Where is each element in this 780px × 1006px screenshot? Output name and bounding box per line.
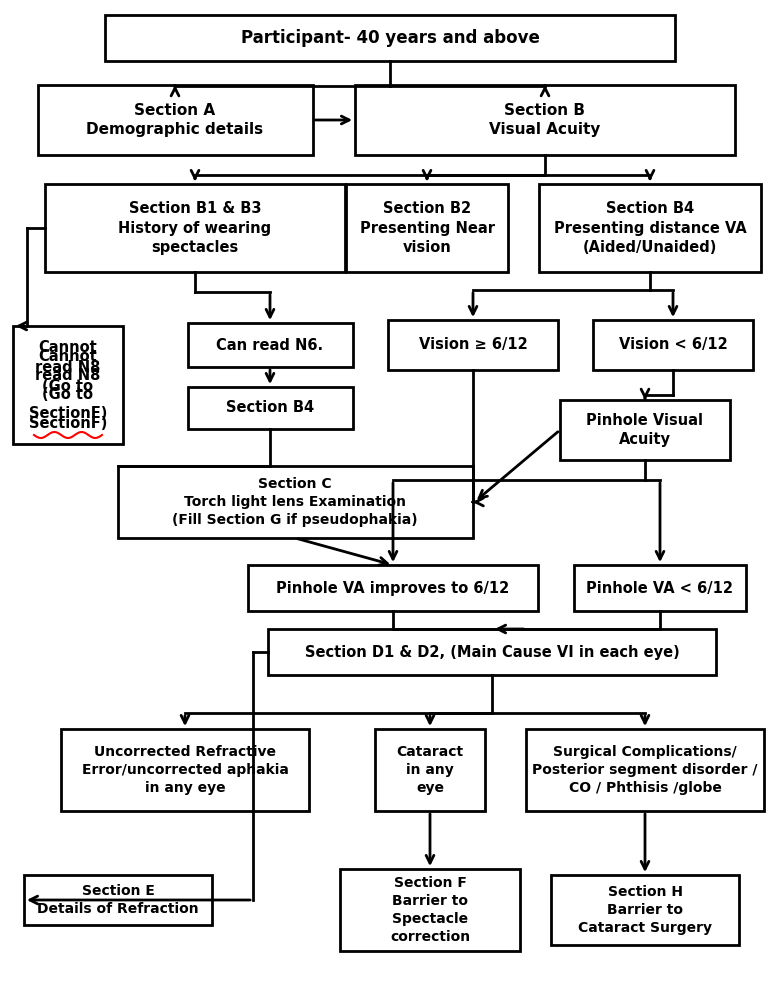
Text: Section D1 & D2, (Main Cause VI in each eye): Section D1 & D2, (Main Cause VI in each … [305,645,679,660]
Text: Uncorrected Refractive
Error/uncorrected aphakia
in any eye: Uncorrected Refractive Error/uncorrected… [82,745,289,795]
Text: Section B4
Presenting distance VA
(Aided/Unaided): Section B4 Presenting distance VA (Aided… [554,201,746,255]
Text: Section E
Details of Refraction: Section E Details of Refraction [37,884,199,915]
Text: Section H
Barrier to
Cataract Surgery: Section H Barrier to Cataract Surgery [578,885,712,935]
FancyBboxPatch shape [340,869,520,951]
FancyBboxPatch shape [24,875,212,925]
Text: Pinhole VA improves to 6/12: Pinhole VA improves to 6/12 [276,580,509,596]
FancyBboxPatch shape [105,15,675,61]
FancyBboxPatch shape [560,400,730,460]
Text: Section A
Demographic details: Section A Demographic details [87,103,264,137]
Text: Section B2
Presenting Near
vision: Section B2 Presenting Near vision [360,201,495,255]
Text: SectionF): SectionF) [29,415,107,431]
FancyBboxPatch shape [375,729,485,811]
Text: Pinhole VA < 6/12: Pinhole VA < 6/12 [587,580,733,596]
Text: Section C
Torch light lens Examination
(Fill Section G if pseudophakia): Section C Torch light lens Examination (… [172,477,418,527]
FancyBboxPatch shape [268,629,716,675]
FancyBboxPatch shape [187,387,353,429]
FancyBboxPatch shape [593,320,753,370]
Text: Cannot
read N8
(Go to: Cannot read N8 (Go to [35,340,101,393]
Text: Surgical Complications/
Posterior segment disorder /
CO / Phthisis /globe: Surgical Complications/ Posterior segmen… [532,745,757,795]
FancyBboxPatch shape [248,565,538,611]
FancyBboxPatch shape [346,184,508,272]
Text: Section B
Visual Acuity: Section B Visual Acuity [489,103,601,137]
Text: Section F
Barrier to
Spectacle
correction: Section F Barrier to Spectacle correctio… [390,876,470,944]
Text: Can read N6.: Can read N6. [216,337,324,352]
FancyBboxPatch shape [13,326,123,444]
Text: Section B4: Section B4 [226,400,314,415]
FancyBboxPatch shape [187,323,353,367]
Text: Vision < 6/12: Vision < 6/12 [619,337,728,352]
Text: Participant- 40 years and above: Participant- 40 years and above [240,29,540,47]
FancyBboxPatch shape [37,85,313,155]
Text: Cataract
in any
eye: Cataract in any eye [396,745,463,795]
FancyBboxPatch shape [388,320,558,370]
FancyBboxPatch shape [61,729,309,811]
FancyBboxPatch shape [45,184,345,272]
Text: Cannot
read N8
(Go to
SectionF): Cannot read N8 (Go to SectionF) [29,349,107,422]
FancyBboxPatch shape [118,466,473,538]
Text: Pinhole Visual
Acuity: Pinhole Visual Acuity [587,412,704,447]
FancyBboxPatch shape [355,85,735,155]
FancyBboxPatch shape [526,729,764,811]
Text: Section B1 & B3
History of wearing
spectacles: Section B1 & B3 History of wearing spect… [119,201,271,255]
FancyBboxPatch shape [551,875,739,945]
Text: Vision ≥ 6/12: Vision ≥ 6/12 [419,337,527,352]
FancyBboxPatch shape [539,184,761,272]
FancyBboxPatch shape [574,565,746,611]
